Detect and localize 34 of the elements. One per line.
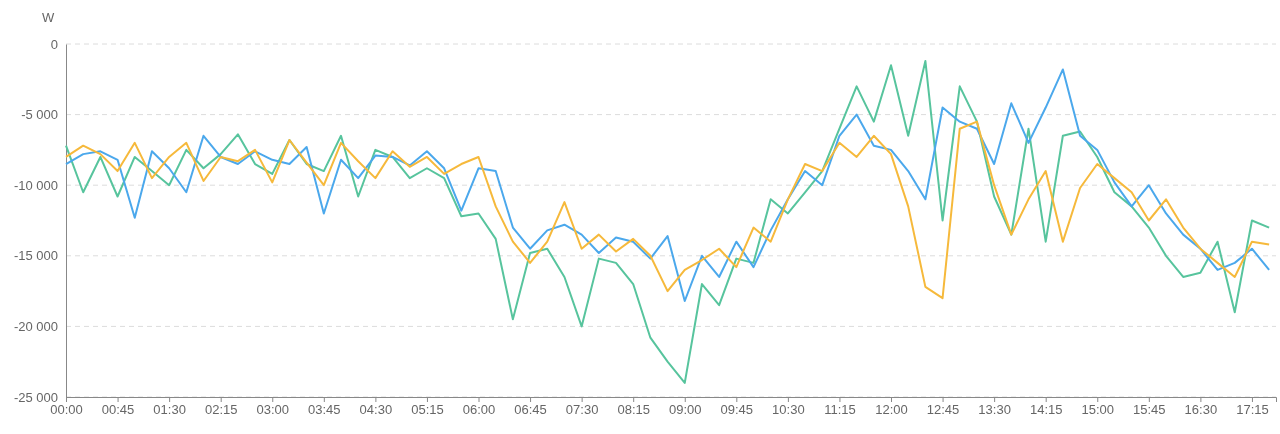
x-tick-label: 08:15 [617, 402, 650, 418]
y-tick-label: -15 000 [13, 248, 58, 264]
x-tick-label: 06:45 [514, 402, 547, 418]
x-tick-label: 12:00 [875, 402, 908, 418]
line-series [65, 68, 1271, 302]
x-tick-label: 04:30 [359, 402, 393, 418]
x-tick-label: 00:45 [101, 402, 135, 418]
y-tick-label: 0 [50, 36, 58, 52]
x-tick-label: 03:00 [256, 402, 290, 418]
y-tick-label: -10 000 [13, 177, 58, 193]
x-tick-label: 12:45 [926, 402, 960, 418]
x-tick-label: 09:00 [668, 402, 702, 418]
x-tick-label: 05:15 [411, 402, 444, 418]
x-tick-label: 00:00 [50, 402, 83, 418]
y-axis-title: W [42, 10, 55, 25]
line-series [65, 59, 1271, 384]
x-tick-label: 15:00 [1081, 402, 1115, 418]
x-tick-label: 17:15 [1236, 402, 1269, 418]
x-tick-label: 02:15 [204, 402, 238, 418]
y-tick-label: -5 000 [21, 107, 58, 123]
x-tick-label: 03:45 [308, 402, 341, 418]
x-tick-label: 15:45 [1133, 402, 1166, 418]
line-series [65, 120, 1271, 300]
x-tick-label: 09:45 [720, 402, 754, 418]
x-tick-label: 14:15 [1029, 402, 1063, 418]
x-tick-label: 06:00 [462, 402, 496, 418]
y-tick-label: -20 000 [13, 319, 58, 335]
x-tick-label: 01:30 [153, 402, 186, 418]
x-tick-label: 10:30 [772, 402, 805, 418]
x-tick-label: 16:30 [1184, 402, 1218, 418]
x-tick-label: 13:30 [978, 402, 1011, 418]
x-tick-label: 11:15 [824, 402, 856, 418]
x-tick-label: 07:30 [565, 402, 599, 418]
y-tick-label: -25 000 [13, 389, 58, 405]
